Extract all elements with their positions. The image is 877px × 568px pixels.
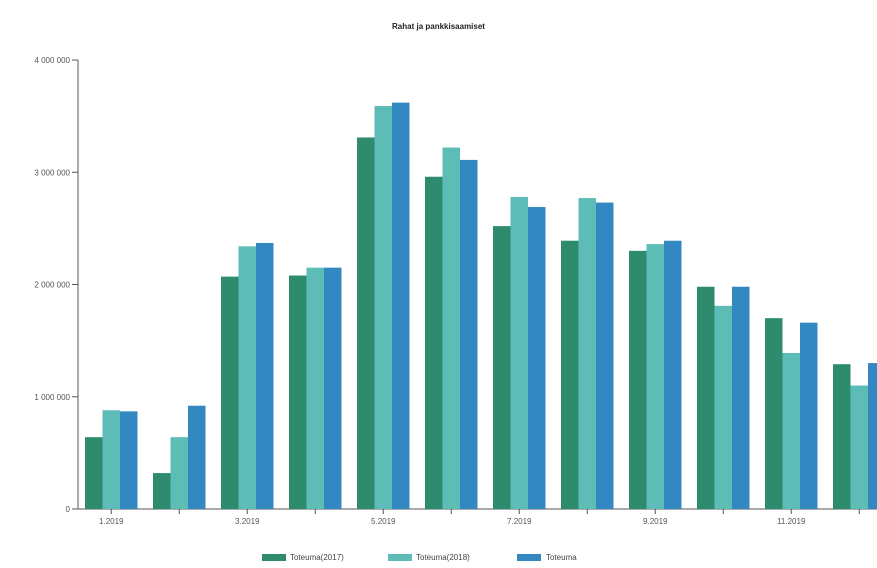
bar-6.2019-series-2 <box>442 147 460 509</box>
bar-7.2019-series-3 <box>528 207 546 510</box>
bar-3.2019-series-1 <box>221 276 239 509</box>
bar-5.2019-series-1 <box>357 137 375 509</box>
bar-5.2019-series-3 <box>392 102 410 509</box>
bar-6.2019-series-1 <box>425 176 443 510</box>
bar-11.2019-series-1 <box>765 318 783 509</box>
x-tick-label: 1.2019 <box>99 517 124 526</box>
bar-7.2019-series-1 <box>493 226 511 509</box>
bar-1.2019-series-2 <box>102 410 120 509</box>
bar-9.2019-series-1 <box>629 250 647 509</box>
y-tick-label: 1 000 000 <box>34 393 70 402</box>
bar-1.2019-series-1 <box>85 437 103 509</box>
bar-10.2019-series-1 <box>697 286 715 509</box>
x-tick-label: 3.2019 <box>235 517 260 526</box>
bar-7.2019-series-2 <box>510 196 528 509</box>
bar-4.2019-series-2 <box>306 267 324 509</box>
x-tick-label: 11.2019 <box>777 517 806 526</box>
legend-swatch-1 <box>262 554 286 561</box>
bar-3.2019-series-3 <box>256 242 274 509</box>
y-tick-label: 3 000 000 <box>34 168 70 177</box>
legend: Toteuma(2017) Toteuma(2018) Toteuma <box>262 553 577 562</box>
legend-swatch-3 <box>517 554 541 561</box>
bar-2.2019-series-1 <box>153 473 171 509</box>
x-tick-label: 9.2019 <box>643 517 668 526</box>
legend-swatch-2 <box>388 554 412 561</box>
bars <box>85 102 877 510</box>
bar-8.2019-series-2 <box>578 198 596 509</box>
bar-8.2019-series-3 <box>596 202 614 509</box>
y-tick-label: 0 <box>66 505 71 514</box>
bar-9.2019-series-3 <box>664 240 682 509</box>
bar-2.2019-series-3 <box>188 405 206 509</box>
chart-title: Rahat ja pankkisaamiset <box>392 22 485 31</box>
bar-1.2019-series-3 <box>120 411 138 509</box>
bar-6.2019-series-3 <box>460 159 478 509</box>
bar-2.2019-series-2 <box>170 437 188 509</box>
bar-11.2019-series-2 <box>782 352 800 509</box>
bar-12.2019-series-2 <box>850 385 868 509</box>
y-tick-label: 4 000 000 <box>34 56 70 65</box>
bar-11.2019-series-3 <box>800 322 818 509</box>
bar-4.2019-series-1 <box>289 275 307 509</box>
bar-8.2019-series-1 <box>561 240 579 509</box>
x-tick-label: 7.2019 <box>507 517 532 526</box>
x-tick-label: 5.2019 <box>371 517 396 526</box>
bar-3.2019-series-2 <box>238 246 256 509</box>
bar-12.2019-series-3 <box>868 363 877 509</box>
bar-10.2019-series-2 <box>714 305 732 509</box>
legend-label-1: Toteuma(2017) <box>290 553 344 562</box>
bar-12.2019-series-1 <box>833 364 851 509</box>
bar-4.2019-series-3 <box>324 267 342 509</box>
legend-label-2: Toteuma(2018) <box>416 553 470 562</box>
bar-5.2019-series-2 <box>374 106 392 510</box>
bar-10.2019-series-3 <box>732 286 750 509</box>
bar-9.2019-series-2 <box>646 244 664 509</box>
legend-label-3: Toteuma <box>546 553 577 562</box>
y-tick-label: 2 000 000 <box>34 281 70 290</box>
